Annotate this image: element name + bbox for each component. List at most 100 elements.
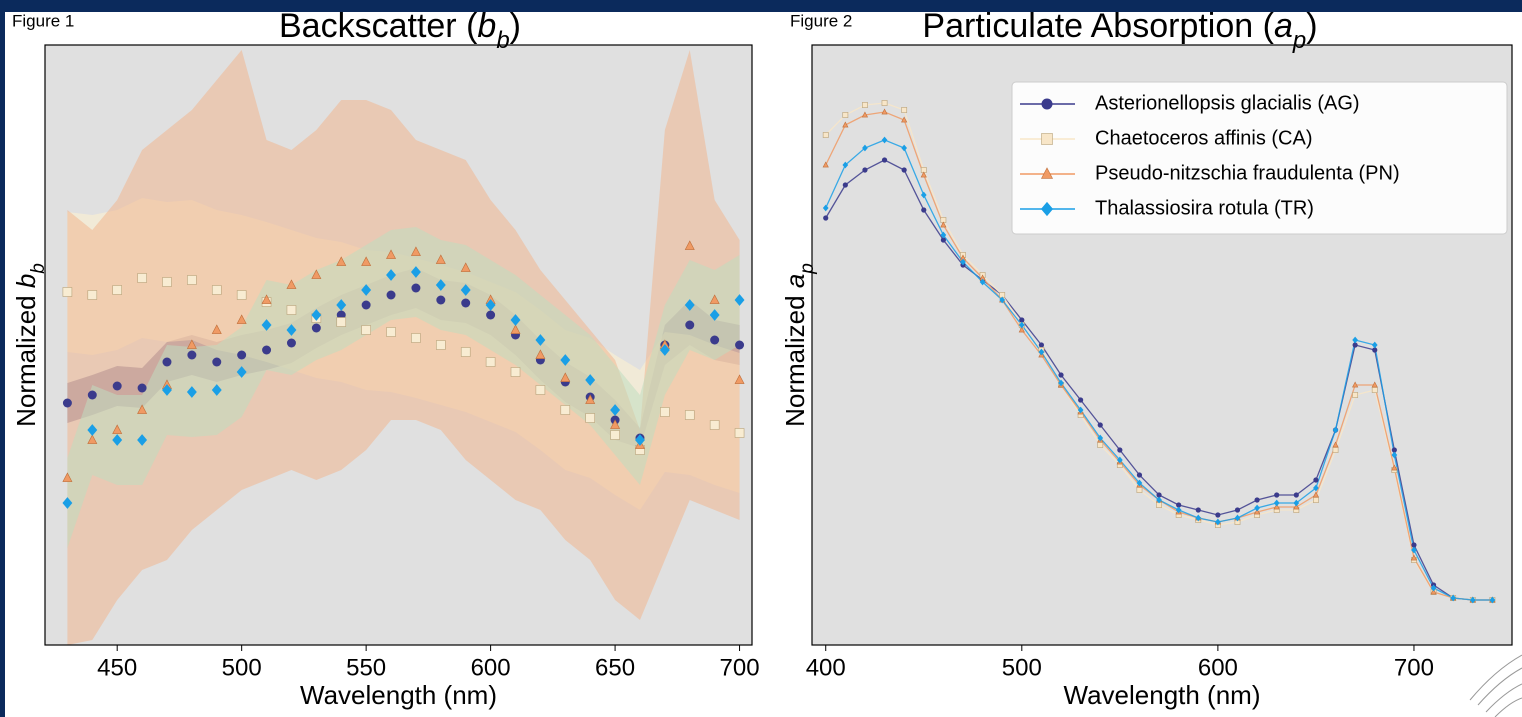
data-point [881,108,888,115]
data-point [361,284,372,296]
data-point [1313,484,1319,492]
data-point [979,278,986,286]
data-point [685,320,695,330]
data-point [1410,554,1418,561]
data-point [286,305,297,315]
data-point [1195,507,1201,513]
x-tick-label: 550 [346,654,386,681]
data-point [1234,514,1241,522]
data-point [1352,381,1359,388]
data-point [862,167,868,173]
data-point [436,340,446,350]
x-tick-label: 500 [1002,654,1042,681]
data-point [610,404,621,416]
data-point [212,357,222,367]
data-point [684,240,695,250]
data-point [311,309,322,321]
data-point [261,294,272,304]
data-point [1293,499,1300,507]
data-point [1116,456,1123,464]
data-point [1332,426,1339,434]
data-point [940,231,947,239]
legend-label: Chaetoceros affinis (CA) [1095,127,1313,149]
data-point [921,207,927,213]
legend-box [1011,81,1508,235]
data-point [336,299,347,311]
data-point [361,325,371,335]
data-point [1254,504,1260,512]
data-point [1273,499,1280,507]
data-point [881,136,888,144]
data-point [560,405,571,415]
data-point [1019,317,1025,323]
x-tick-label: 450 [97,654,137,681]
data-point [585,394,596,404]
data-point [1038,348,1045,356]
data-point [1371,341,1378,349]
data-point [236,314,247,324]
plot-content [62,50,745,645]
data-point [1469,596,1476,604]
title-part: Particulate Absorption ( [922,7,1274,45]
x-axis-label: Wavelength (nm) [1064,680,1261,710]
data-point [336,256,347,266]
chart-title: Backscatter (bb) [279,7,521,54]
data-point [1097,422,1103,428]
data-point [1273,503,1280,510]
plot-content [822,100,1496,604]
plot-frame [44,44,753,646]
data-point [361,256,372,266]
x-tick-label: 700 [720,654,760,681]
data-point [112,285,122,295]
data-point [822,132,829,138]
data-point [137,404,148,414]
data-point [822,204,829,212]
data-point [560,354,571,366]
data-point [842,121,849,128]
y-label-part: Normalized [780,288,810,427]
data-point [635,434,645,446]
data-point [999,296,1006,304]
data-point [311,269,322,279]
x-tick-label: 600 [1198,654,1238,681]
data-point [1234,507,1241,513]
data-point [585,374,596,386]
data-point [659,344,670,356]
legend-marker [1040,201,1054,217]
data-point [735,340,745,350]
data-point [435,279,446,291]
data-point [411,333,421,343]
data-point [881,157,888,163]
data-point [162,384,172,396]
data-point [286,324,297,336]
title-part: ) [510,7,521,45]
data-point [920,191,927,199]
x-tick-label: 700 [1394,654,1434,681]
data-point [485,299,496,311]
data-point [62,287,73,297]
data-point [842,161,849,169]
y-label-part: b [11,274,41,288]
data-point [236,290,247,300]
title-part: Backscatter ( [279,7,478,45]
data-point [1175,506,1182,514]
y-label-part: a [780,274,810,288]
data-point [211,324,222,334]
corner-sketch [1469,654,1522,717]
y-label-part: Normalized [11,288,41,427]
data-point [940,237,946,243]
data-point [684,410,695,420]
data-point [940,221,947,228]
data-point [1450,594,1457,602]
data-point [920,171,927,178]
data-point [585,413,595,423]
x-tick-label: 500 [222,654,262,681]
data-point [1352,392,1359,398]
data-point [137,273,147,283]
data-point [709,309,720,321]
data-point [435,254,446,264]
data-point [237,350,247,360]
data-point [862,102,868,108]
data-point [1195,514,1202,522]
